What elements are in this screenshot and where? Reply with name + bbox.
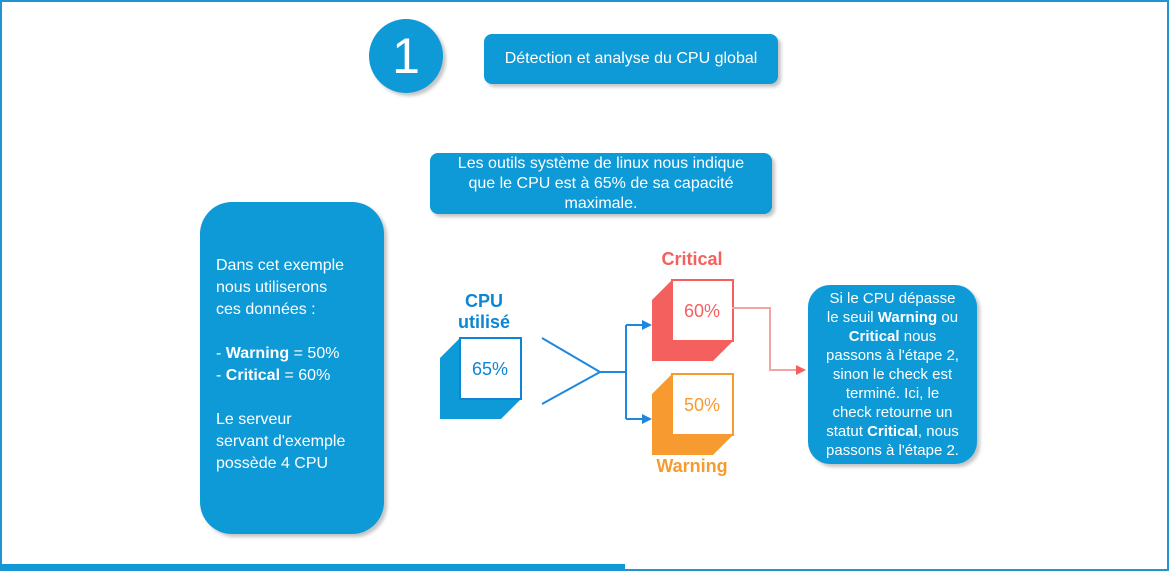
- info-text: Les outils système de linux nous indique…: [457, 154, 745, 212]
- cpu-cube: 65%: [440, 337, 522, 419]
- critical-value: 60%: [684, 301, 720, 321]
- branch-connector-lines: [541, 320, 652, 424]
- step-title-box: Détection et analyse du CPU global: [484, 34, 778, 84]
- arrow-to-critical-icon: [642, 320, 652, 330]
- critical-to-result-connector: [732, 307, 806, 375]
- step-number: 1: [392, 28, 420, 84]
- cpu-node-label: CPU utilisé: [457, 291, 510, 332]
- result-box: Si le CPU dépasse le seuil Warning ou Crit…: [808, 285, 977, 464]
- cpu-value: 65%: [472, 359, 508, 379]
- arrow-to-result-icon: [796, 365, 806, 375]
- warning-value: 50%: [684, 395, 720, 415]
- step-number-badge: 1: [369, 19, 443, 93]
- example-box: Dans cet exemple nous utiliserons ces donn…: [200, 202, 384, 534]
- example-text: Dans cet exemple nous utiliserons ces donn…: [216, 257, 346, 472]
- cpu-cube-front: [459, 337, 522, 400]
- info-box: Les outils système de linux nous indique…: [430, 153, 772, 214]
- arrow-to-warning-icon: [642, 414, 652, 424]
- warning-label: Warning: [656, 456, 728, 476]
- step-title: Détection et analyse du CPU global: [504, 50, 758, 67]
- critical-label: Critical: [661, 249, 723, 269]
- warning-cube-front: [671, 373, 734, 436]
- warning-cube: 50%: [652, 373, 734, 455]
- progress-bar: [2, 564, 625, 569]
- result-text: Si le CPU dépasse le seuil Warning ou Crit…: [826, 290, 959, 459]
- critical-cube: 60%: [652, 279, 734, 361]
